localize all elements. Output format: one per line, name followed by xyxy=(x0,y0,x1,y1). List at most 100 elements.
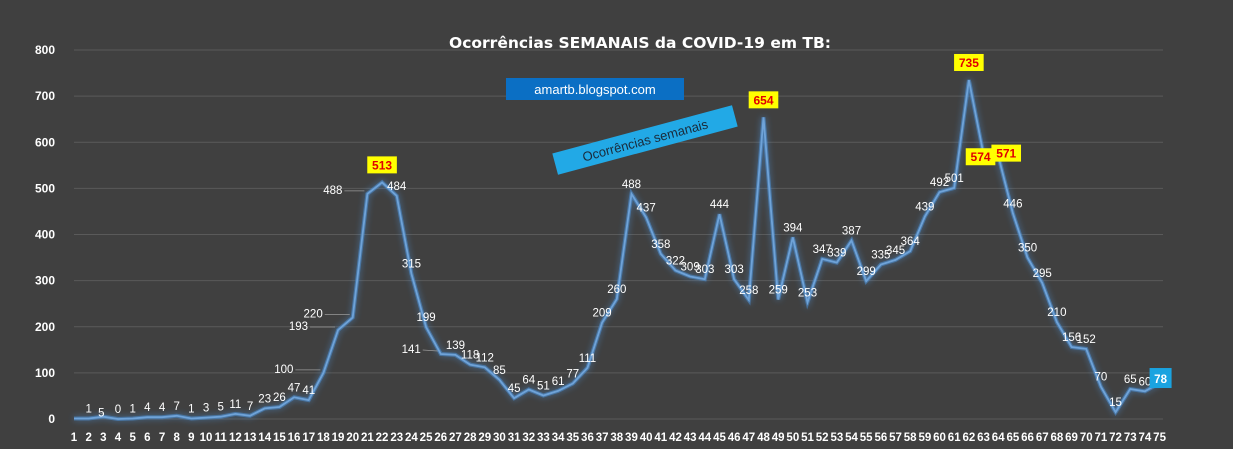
x-tick-label: 48 xyxy=(757,432,770,444)
x-tick-label: 27 xyxy=(449,432,462,444)
x-tick-label: 52 xyxy=(816,432,829,444)
leader-lines xyxy=(100,190,438,415)
series-line-group xyxy=(74,79,1161,422)
x-tick-label: 45 xyxy=(713,432,726,444)
x-tick-label: 37 xyxy=(596,432,609,444)
x-tick-label: 43 xyxy=(684,432,697,444)
blog-annotation-box xyxy=(506,78,684,100)
data-label: 4 xyxy=(144,402,151,414)
leader-line xyxy=(422,349,438,352)
highlight-label-box xyxy=(367,156,397,174)
blog-annotation: amartb.blogspot.com xyxy=(506,78,684,100)
x-tick-label: 42 xyxy=(669,432,682,444)
data-label: 350 xyxy=(1018,243,1037,255)
data-label: 1 xyxy=(188,404,194,416)
data-label: 309 xyxy=(681,261,700,273)
x-tick-label: 15 xyxy=(273,432,286,444)
x-tick-label: 75 xyxy=(1153,432,1166,444)
x-tick-label: 17 xyxy=(302,432,315,444)
x-tick-label: 60 xyxy=(933,432,946,444)
x-tick-label: 41 xyxy=(654,432,667,444)
x-tick-label: 56 xyxy=(874,432,887,444)
x-tick-label: 16 xyxy=(288,432,301,444)
y-tick-label: 700 xyxy=(35,89,55,103)
x-tick-label: 31 xyxy=(508,432,521,444)
data-label: 139 xyxy=(446,340,465,352)
data-label: 299 xyxy=(857,266,876,278)
data-label: 26 xyxy=(273,392,286,404)
data-label: 492 xyxy=(930,177,949,189)
blog-annotation-text: amartb.blogspot.com xyxy=(534,82,655,97)
x-tick-label: 61 xyxy=(948,432,961,444)
x-tick-label: 55 xyxy=(860,432,873,444)
x-tick-label: 59 xyxy=(918,432,931,444)
data-label: 501 xyxy=(945,173,964,185)
data-label: 112 xyxy=(476,352,494,364)
x-tick-label: 14 xyxy=(258,432,271,444)
data-label: 85 xyxy=(493,365,506,377)
data-label: 259 xyxy=(769,285,788,297)
data-label: 295 xyxy=(1033,268,1052,280)
data-label: 152 xyxy=(1077,334,1096,346)
data-label: 260 xyxy=(607,284,626,296)
x-tick-label: 38 xyxy=(610,432,623,444)
data-label: 0 xyxy=(115,404,121,416)
x-tick-label: 64 xyxy=(992,432,1005,444)
data-label: 118 xyxy=(461,350,479,362)
data-label-highlight: 571 xyxy=(996,147,1016,161)
data-label: 111 xyxy=(579,353,596,365)
x-tick-label: 6 xyxy=(144,432,150,444)
x-tick-label: 28 xyxy=(464,432,477,444)
x-tick-label: 4 xyxy=(115,432,122,444)
x-axis-ticks: 1 2 3 4 5 6 7 8 9 10 11 12 13 14 15 16 17 18 19 20 21 22 23 24 2… xyxy=(71,432,1167,444)
data-label-highlight: 654 xyxy=(753,93,773,107)
y-tick-label: 400 xyxy=(35,228,55,242)
highlight-label-box xyxy=(748,91,779,109)
x-tick-label: 65 xyxy=(1006,432,1019,444)
data-label-last: 78 xyxy=(1154,374,1167,386)
highlight-label-box xyxy=(965,148,996,166)
data-label: 199 xyxy=(416,312,435,324)
data-label: 100 xyxy=(274,364,293,376)
x-tick-label: 44 xyxy=(698,432,711,444)
data-label: 253 xyxy=(798,287,817,299)
x-tick-label: 53 xyxy=(830,432,843,444)
data-label: 444 xyxy=(710,199,730,211)
x-tick-label: 29 xyxy=(478,432,491,444)
data-label: 394 xyxy=(783,222,803,234)
x-tick-label: 32 xyxy=(522,432,535,444)
x-tick-label: 74 xyxy=(1139,432,1152,444)
x-tick-label: 51 xyxy=(801,432,814,444)
data-label-highlight: 513 xyxy=(372,158,392,172)
data-label: 358 xyxy=(651,239,670,251)
data-label-highlight: 735 xyxy=(959,56,979,70)
series-line xyxy=(74,79,1161,420)
data-label: 5 xyxy=(217,402,223,414)
x-tick-label: 1 xyxy=(71,432,78,444)
data-label: 70 xyxy=(1095,372,1108,384)
x-tick-label: 21 xyxy=(361,432,374,444)
data-label: 47 xyxy=(288,382,301,394)
x-tick-label: 3 xyxy=(100,432,106,444)
x-tick-label: 39 xyxy=(625,432,638,444)
x-tick-label: 72 xyxy=(1109,432,1122,444)
x-tick-label: 35 xyxy=(566,432,579,444)
x-tick-label: 12 xyxy=(229,432,242,444)
x-tick-label: 2 xyxy=(85,432,91,444)
series-tag-box xyxy=(552,105,738,175)
data-label: 488 xyxy=(323,185,342,197)
data-label: 303 xyxy=(695,264,714,276)
data-label: 315 xyxy=(402,259,421,271)
data-label: 339 xyxy=(827,248,846,260)
x-tick-label: 30 xyxy=(493,432,506,444)
x-tick-label: 22 xyxy=(376,432,389,444)
data-label: 446 xyxy=(1003,198,1022,210)
data-label: 77 xyxy=(566,368,579,380)
data-label: 488 xyxy=(622,179,641,191)
x-tick-label: 40 xyxy=(640,432,653,444)
data-label: 5 xyxy=(98,408,104,420)
y-tick-label: 600 xyxy=(35,135,55,149)
x-tick-label: 7 xyxy=(159,432,165,444)
x-tick-label: 47 xyxy=(742,432,755,444)
